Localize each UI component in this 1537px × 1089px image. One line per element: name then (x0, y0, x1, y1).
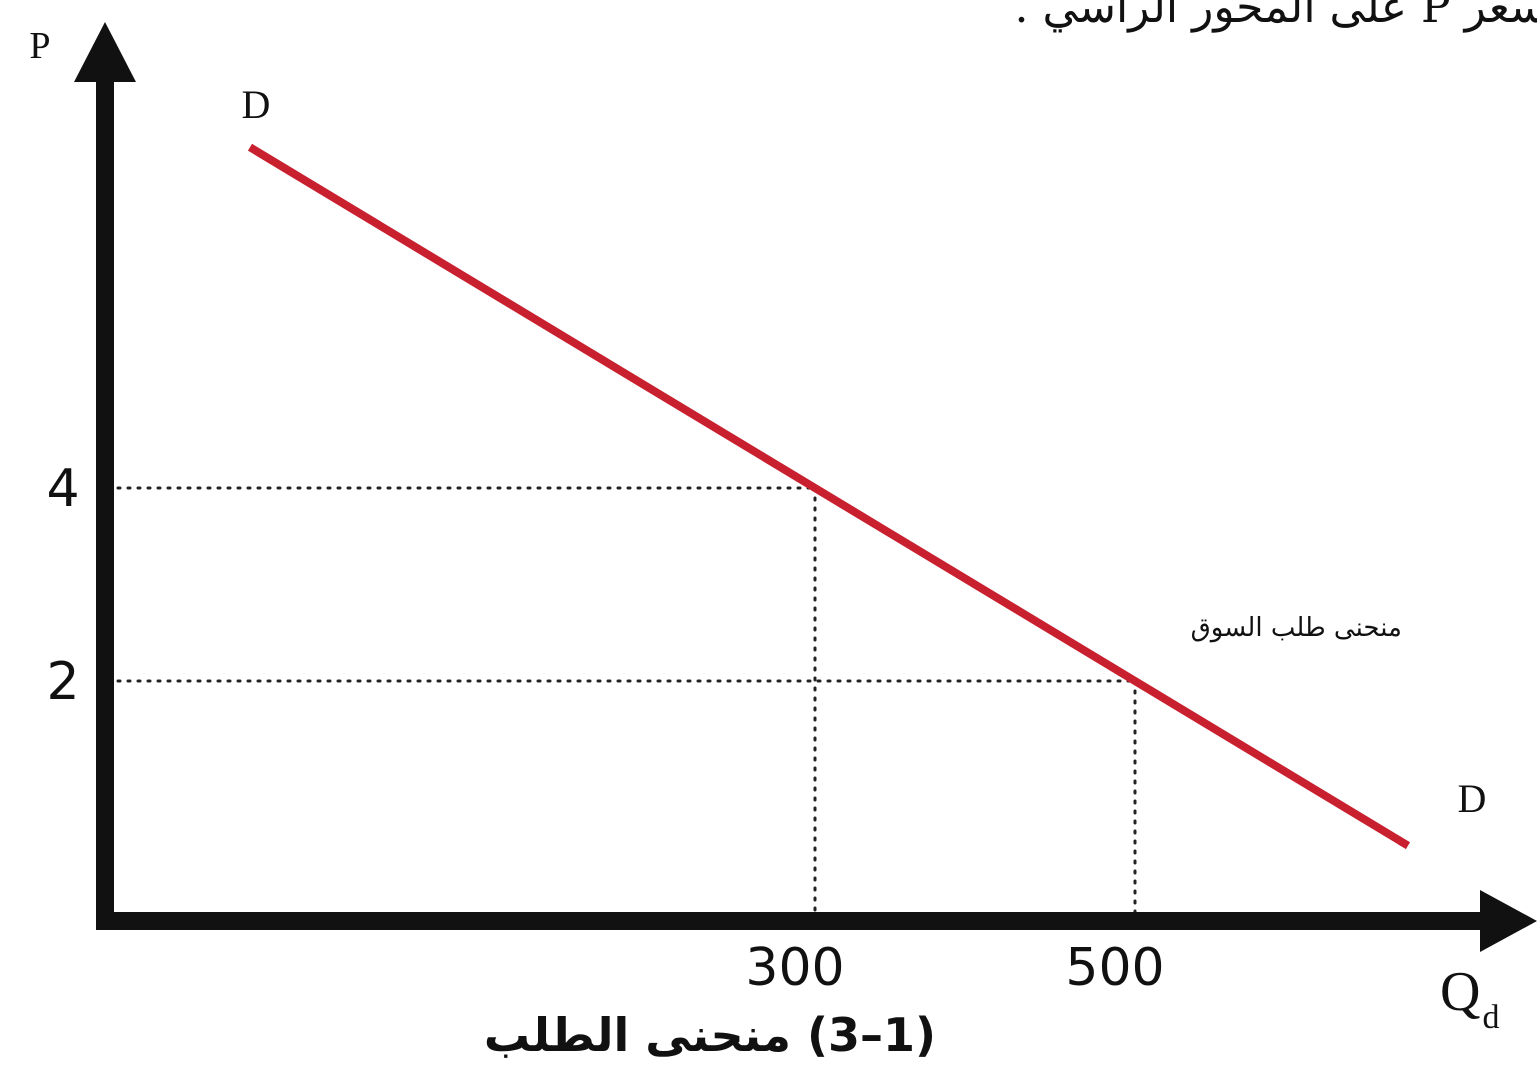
figure-caption: (1–3) منحنى الطلب (483, 1008, 937, 1062)
x-axis-label: Qd (1440, 961, 1499, 1036)
x-axis-label-main: Q (1440, 961, 1480, 1023)
series-layer (247, 143, 1411, 850)
axes (74, 22, 1537, 952)
x-axis-label-subscript: d (1482, 999, 1499, 1036)
x-tick-label-300: 300 (745, 938, 844, 998)
x-axis-arrow (1480, 890, 1537, 952)
series-name-label: منحنى طلب السوق (1191, 613, 1402, 643)
header-text: سعر P على المحور الرأسي . (1014, 0, 1537, 33)
y-axis-label: P (29, 25, 50, 67)
demand-curve (247, 143, 1411, 850)
labels-layer: P Qd D D منحنى طلب السوق 300 500 4 2 (29, 25, 1499, 1036)
x-tick-label-500: 500 (1065, 938, 1164, 998)
y-tick-label-2: 2 (46, 652, 79, 712)
demand-label-end: D (1458, 776, 1487, 821)
y-axis-arrow (74, 22, 136, 82)
y-tick-label-4: 4 (46, 459, 79, 519)
guide-lines (116, 486, 1137, 914)
demand-label-start: D (242, 82, 271, 127)
